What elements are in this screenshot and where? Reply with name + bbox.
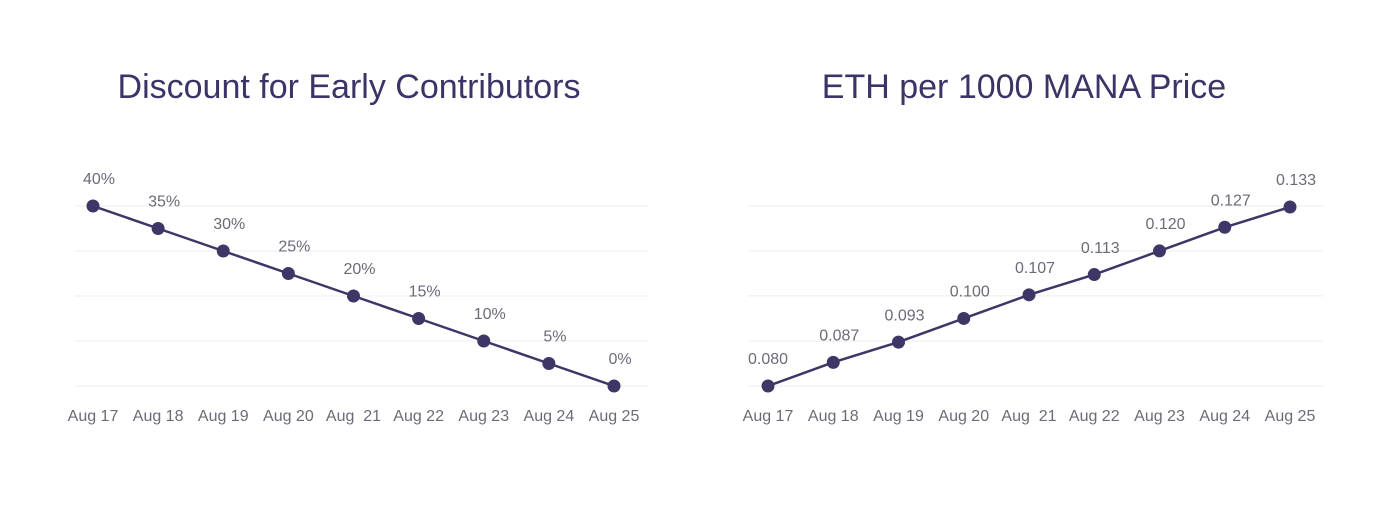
x-tick-label: Aug 25 [1265,408,1316,425]
point [281,267,295,280]
value-label: 0.133 [1276,172,1316,189]
x-tick-label: Aug 19 [873,408,924,425]
point [151,222,165,235]
point [542,357,556,370]
point [826,355,840,369]
x-tick-label: Aug 20 [263,408,314,425]
x-tick-label: Aug 21 [1001,408,1056,425]
value-label: 0.120 [1145,216,1185,233]
point [761,379,775,393]
x-tick-label: Aug 24 [524,408,575,425]
value-label: 0.080 [748,351,788,368]
x-tick-label: Aug 22 [393,408,444,425]
value-label: 35% [148,194,180,211]
value-label: 40% [83,171,115,188]
value-label: 20% [343,261,375,278]
value-label: 0.107 [1015,260,1055,277]
value-label: 0.093 [884,307,924,324]
x-tick-label: Aug 24 [1199,408,1250,425]
point [216,244,230,258]
point [1218,220,1232,234]
value-label: 25% [278,239,310,256]
value-label: 0.113 [1081,240,1120,257]
x-tick-label: Aug 25 [589,408,640,425]
value-label: 15% [409,284,441,301]
point [86,199,100,213]
point [1022,288,1036,302]
x-tick-label: Aug 17 [68,408,119,425]
point [1283,200,1297,214]
point [347,289,360,303]
chart-title: ETH per 1000 MANA Price [822,68,1226,106]
x-tick-label: Aug 18 [808,408,859,425]
x-tick-label: Aug 23 [458,408,509,425]
point [412,312,426,325]
value-label: 0.127 [1211,192,1251,209]
value-label: 0% [608,351,631,368]
value-label: 0.087 [819,328,859,345]
point [607,379,621,393]
point [1153,244,1166,258]
chart-title: Discount for Early Contributors [118,68,581,106]
x-tick-label: Aug 17 [743,408,794,425]
x-tick-label: Aug 23 [1134,408,1185,425]
value-label: 10% [474,306,506,323]
point [477,334,491,348]
x-tick-label: Aug 20 [938,408,989,425]
x-tick-label: Aug 22 [1069,408,1120,425]
x-tick-label: Aug 19 [198,408,249,425]
value-label: 30% [213,216,245,233]
value-label: 5% [543,329,566,346]
value-label: 0.100 [950,284,990,301]
point [1087,268,1101,282]
x-tick-label: Aug 18 [133,408,184,425]
point [957,311,971,325]
x-tick-label: Aug 21 [326,408,381,425]
point [892,335,905,349]
